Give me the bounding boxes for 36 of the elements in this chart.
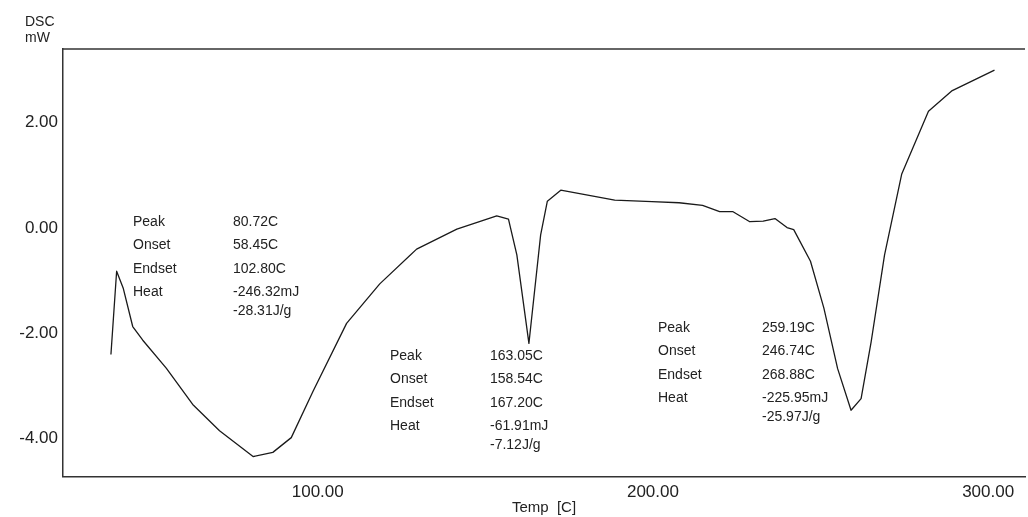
- x-tick-label: 100.00: [291, 482, 344, 502]
- annotation: -225.95mJ: [762, 389, 829, 406]
- annotation: Heat: [390, 417, 420, 434]
- annotation: 167.20C: [490, 393, 543, 410]
- y-tick-label: 0.00: [24, 217, 58, 237]
- annotation: 102.80C: [233, 259, 286, 276]
- annotation: 268.88C: [762, 365, 815, 382]
- annotation: -7.12J/g: [490, 436, 541, 453]
- annotation: Endset: [658, 365, 702, 382]
- annotation: -25.97J/g: [762, 408, 821, 425]
- annotation: 246.74C: [762, 342, 815, 359]
- annotation: -61.91mJ: [490, 417, 549, 434]
- y-tick-label: -4.00: [19, 428, 58, 448]
- annotation: -246.32mJ: [233, 283, 300, 300]
- y-tick-label: -2.00: [19, 323, 58, 343]
- x-axis-title: Temp [C]: [511, 498, 577, 516]
- annotation: Heat: [658, 389, 688, 406]
- annotation: Endset: [390, 393, 434, 410]
- annotation: Peak: [133, 212, 166, 229]
- x-tick-label: 300.00: [962, 482, 1015, 502]
- y-tick-label: 2.00: [24, 112, 58, 132]
- annotation: Onset: [658, 342, 696, 359]
- annotation: Heat: [133, 283, 163, 300]
- annotation: 158.54C: [490, 370, 543, 387]
- annotation: 163.05C: [490, 346, 543, 363]
- annotation: 58.45C: [233, 236, 279, 253]
- x-tick-label: 200.00: [626, 482, 679, 502]
- annotation: Peak: [390, 346, 423, 363]
- annotation: 80.72C: [233, 212, 279, 229]
- annotation: Peak: [658, 318, 691, 335]
- annotation: Onset: [133, 236, 171, 253]
- annotation: Endset: [133, 259, 177, 276]
- y-axis-title: DSC mW: [25, 13, 55, 45]
- annotation: 259.19C: [762, 318, 815, 335]
- annotation: -28.31J/g: [233, 302, 292, 319]
- annotation: Onset: [390, 370, 428, 387]
